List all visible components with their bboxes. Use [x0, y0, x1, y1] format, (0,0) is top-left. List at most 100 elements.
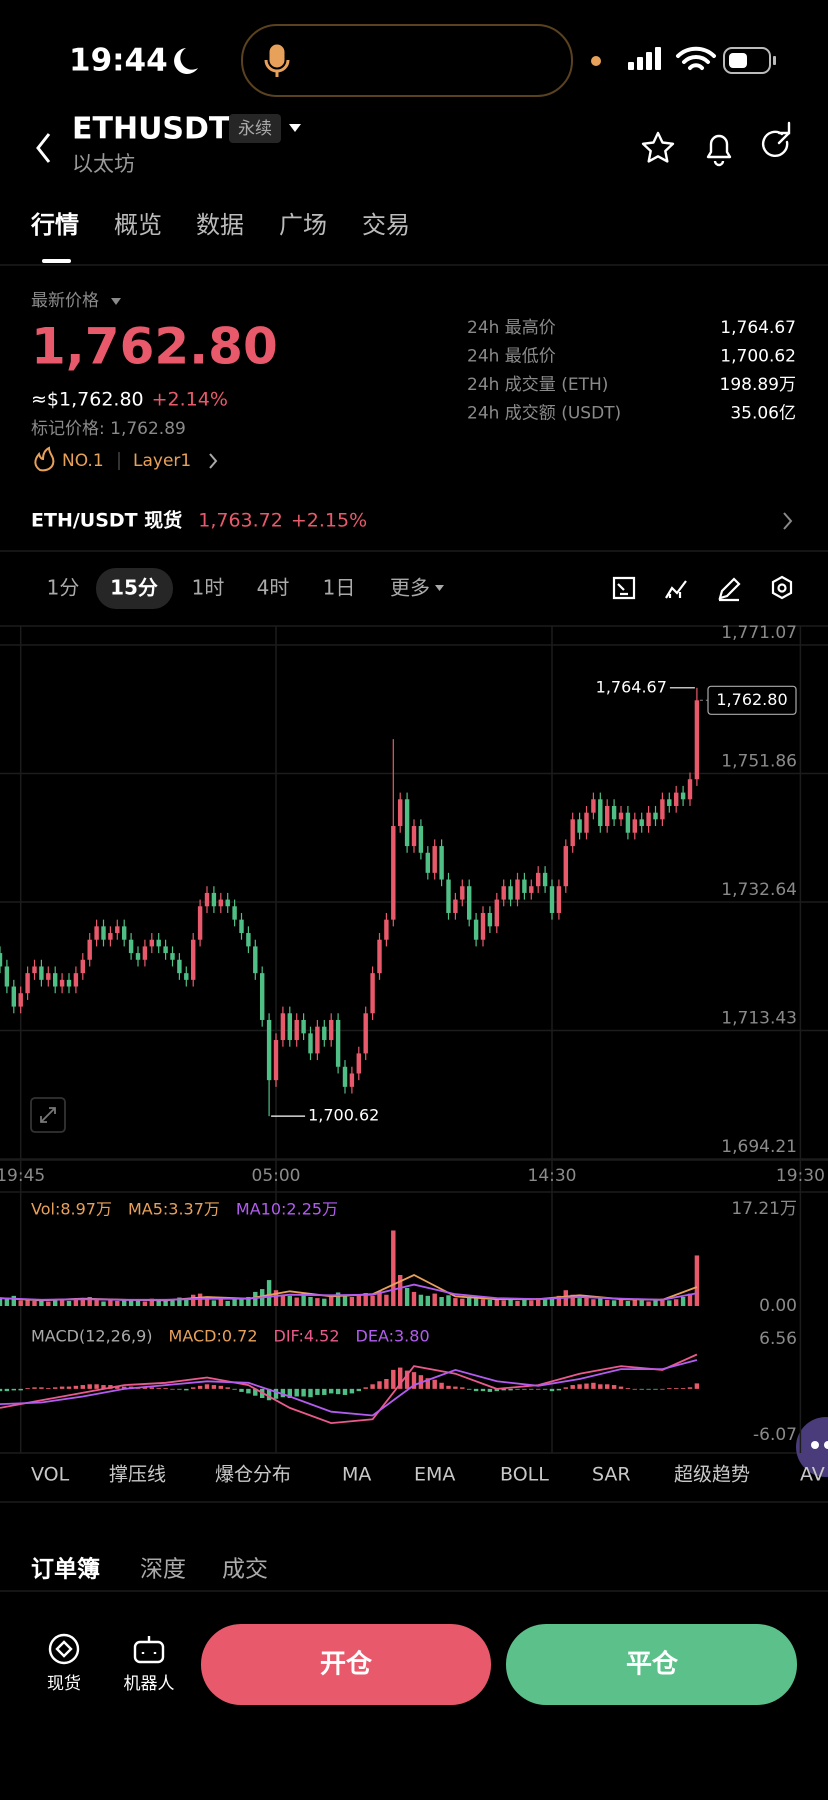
tab[interactable]: 行情	[30, 211, 79, 239]
book-tab[interactable]: 订单簿	[31, 1557, 100, 1583]
symbol-dropdown[interactable]	[289, 124, 301, 132]
bar	[370, 1295, 375, 1306]
robot-label[interactable]: 机器人	[124, 1674, 175, 1694]
candle-body	[322, 1026, 327, 1041]
tab[interactable]: 广场	[279, 211, 327, 239]
spot-label[interactable]: 现货	[47, 1674, 81, 1694]
indicator-tab[interactable]: AV	[800, 1464, 825, 1486]
stat-label: 24h 最低价	[467, 347, 556, 367]
bar	[246, 1296, 251, 1306]
bar	[356, 1294, 362, 1306]
bar	[667, 1388, 672, 1389]
bar	[294, 1388, 299, 1397]
bar	[432, 1379, 437, 1389]
bar	[0, 1297, 3, 1306]
spot-price: 1,763.72	[198, 510, 283, 532]
draw-tool[interactable]	[718, 577, 741, 602]
interval[interactable]: 15分	[110, 576, 158, 600]
bar	[87, 1296, 92, 1306]
bar	[322, 1388, 327, 1395]
book-tab[interactable]: 深度	[140, 1557, 186, 1583]
indicator-tab[interactable]: 爆仓分布	[215, 1464, 291, 1486]
bar	[473, 1388, 479, 1392]
candle-body	[653, 812, 658, 820]
open-label[interactable]: 开仓	[320, 1649, 373, 1680]
bar	[604, 1384, 610, 1389]
spot-pair[interactable]: ETH/USDT 现货	[31, 509, 182, 532]
bar	[115, 1300, 120, 1306]
candle-body	[211, 892, 217, 907]
bar	[598, 1384, 603, 1389]
tab[interactable]: 概览	[114, 211, 162, 239]
bar	[508, 1388, 513, 1391]
close-label[interactable]: 平仓	[626, 1649, 679, 1680]
candle-body	[487, 912, 493, 927]
sector-arrow[interactable]	[209, 453, 218, 469]
indicator-tool[interactable]	[665, 580, 687, 599]
candle-body	[611, 805, 617, 820]
bar	[253, 1388, 258, 1396]
bar	[287, 1388, 293, 1398]
tab[interactable]: 数据	[196, 211, 244, 239]
spot-arrow[interactable]	[783, 512, 793, 530]
bar	[170, 1300, 175, 1306]
indicator-tab[interactable]: BOLL	[500, 1464, 549, 1486]
bar	[266, 1280, 272, 1306]
alert-button[interactable]	[706, 134, 732, 167]
bar	[239, 1388, 244, 1392]
bar	[142, 1301, 148, 1306]
expand-button[interactable]	[30, 1097, 66, 1133]
open-button[interactable]	[201, 1624, 491, 1705]
bar	[404, 1287, 410, 1306]
bar	[584, 1383, 589, 1389]
back-button[interactable]	[36, 133, 51, 163]
bar	[149, 1387, 155, 1389]
interval-dropdown[interactable]	[435, 585, 444, 591]
chart-tools[interactable]	[612, 575, 793, 602]
share-button[interactable]	[761, 121, 791, 158]
candle-body	[273, 1040, 279, 1081]
y-tick-label: 1,771.07	[721, 623, 797, 643]
bar	[190, 1387, 196, 1389]
tab[interactable]: 交易	[362, 211, 410, 239]
stat-value: 35.06亿	[730, 404, 796, 424]
interval[interactable]: 1时	[192, 576, 225, 600]
candle-body	[673, 792, 679, 806]
indicator-tab[interactable]: SAR	[592, 1464, 631, 1486]
mic-icon	[264, 44, 290, 77]
indicator-tab[interactable]: MA	[342, 1464, 371, 1486]
bar	[335, 1388, 341, 1395]
settings-tool[interactable]	[771, 575, 793, 600]
fullscreen-tool[interactable]	[612, 576, 636, 600]
spot-icon[interactable]	[48, 1633, 80, 1665]
indicator-tab[interactable]: EMA	[414, 1464, 455, 1486]
interval[interactable]: 4时	[257, 576, 290, 600]
interval[interactable]: 1分	[47, 576, 80, 600]
indicator-tab[interactable]: VOL	[31, 1464, 70, 1486]
close-button[interactable]	[506, 1624, 797, 1705]
bar	[73, 1385, 79, 1389]
bar	[570, 1385, 575, 1389]
interval[interactable]: 1日	[323, 576, 356, 600]
bar	[632, 1299, 638, 1306]
bar	[156, 1388, 161, 1389]
candle-body	[646, 812, 651, 827]
bar	[46, 1301, 51, 1306]
candle-body	[135, 953, 141, 960]
settings-dot	[777, 583, 787, 593]
bar	[446, 1385, 451, 1389]
bar	[108, 1300, 113, 1306]
legend-entry: DIF:4.52	[274, 1327, 340, 1346]
indicator-tab[interactable]: 超级趋势	[674, 1464, 750, 1486]
price-dropdown[interactable]	[111, 298, 121, 305]
candle-body	[694, 700, 700, 780]
bar	[218, 1298, 224, 1306]
bar	[446, 1295, 451, 1306]
bar	[349, 1296, 355, 1306]
book-tab[interactable]: 成交	[222, 1557, 268, 1583]
favorite-button[interactable]	[641, 131, 675, 163]
robot-icon[interactable]	[133, 1636, 165, 1664]
interval[interactable]: 更多	[390, 576, 430, 600]
assistant-bubble[interactable]	[796, 1417, 828, 1477]
indicator-tab[interactable]: 撑压线	[109, 1464, 166, 1486]
